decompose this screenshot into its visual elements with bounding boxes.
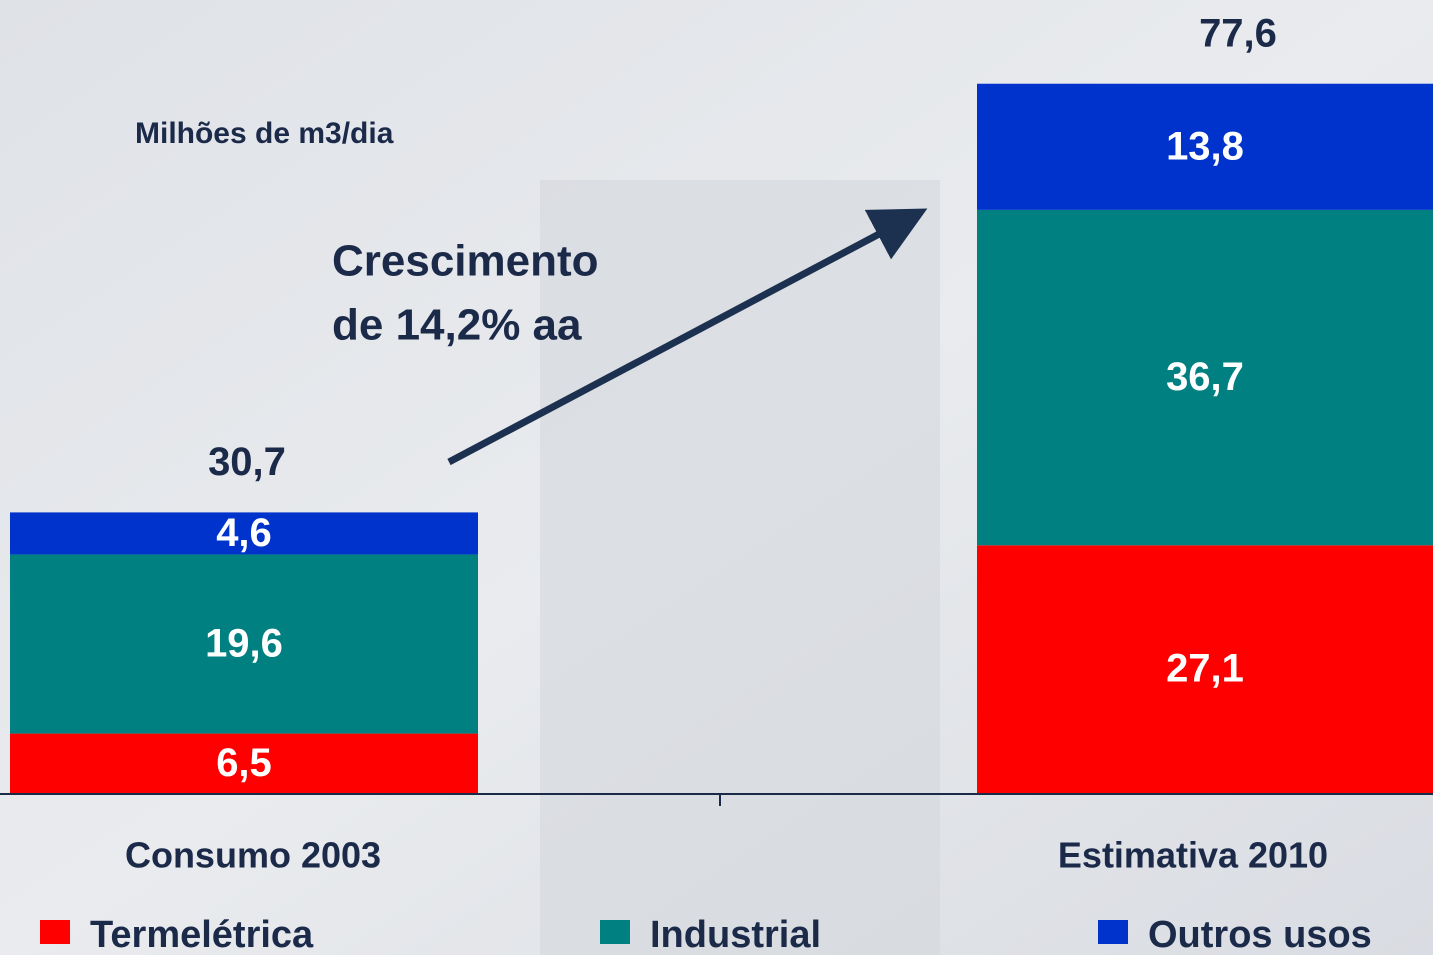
growth-arrow: [447, 208, 928, 466]
bar-segment: [977, 209, 1433, 546]
annotation: de 14,2% aa: [332, 301, 582, 350]
legend-label: Termelétrica: [90, 914, 314, 955]
total-label: 30,7: [208, 440, 286, 484]
legend-label: Outros usos: [1148, 914, 1372, 955]
annotation: Crescimento: [332, 237, 599, 286]
legend-swatch: [1098, 920, 1128, 944]
bar-segment: [977, 545, 1433, 793]
total-label: 77,6: [1199, 11, 1277, 55]
bar-segment: [10, 512, 478, 555]
x-tick-label: Consumo 2003: [125, 835, 381, 876]
bar-segment: [10, 733, 478, 793]
x-tick-label: Estimativa 2010: [1058, 835, 1328, 876]
legend-label: Industrial: [650, 914, 821, 955]
value-label: 4,6: [216, 511, 272, 555]
value-label: 36,7: [1166, 355, 1244, 399]
legend-swatch: [40, 920, 70, 944]
bar-segment: [977, 83, 1433, 210]
value-label: 27,1: [1166, 647, 1244, 691]
unit-label: Milhões de m3/dia: [135, 117, 394, 150]
watermark: [540, 180, 940, 955]
value-label: 19,6: [205, 622, 283, 666]
value-label: 6,5: [216, 741, 272, 785]
value-label: 13,8: [1166, 124, 1244, 168]
legend-swatch: [600, 920, 630, 944]
bar-segment: [10, 554, 478, 734]
